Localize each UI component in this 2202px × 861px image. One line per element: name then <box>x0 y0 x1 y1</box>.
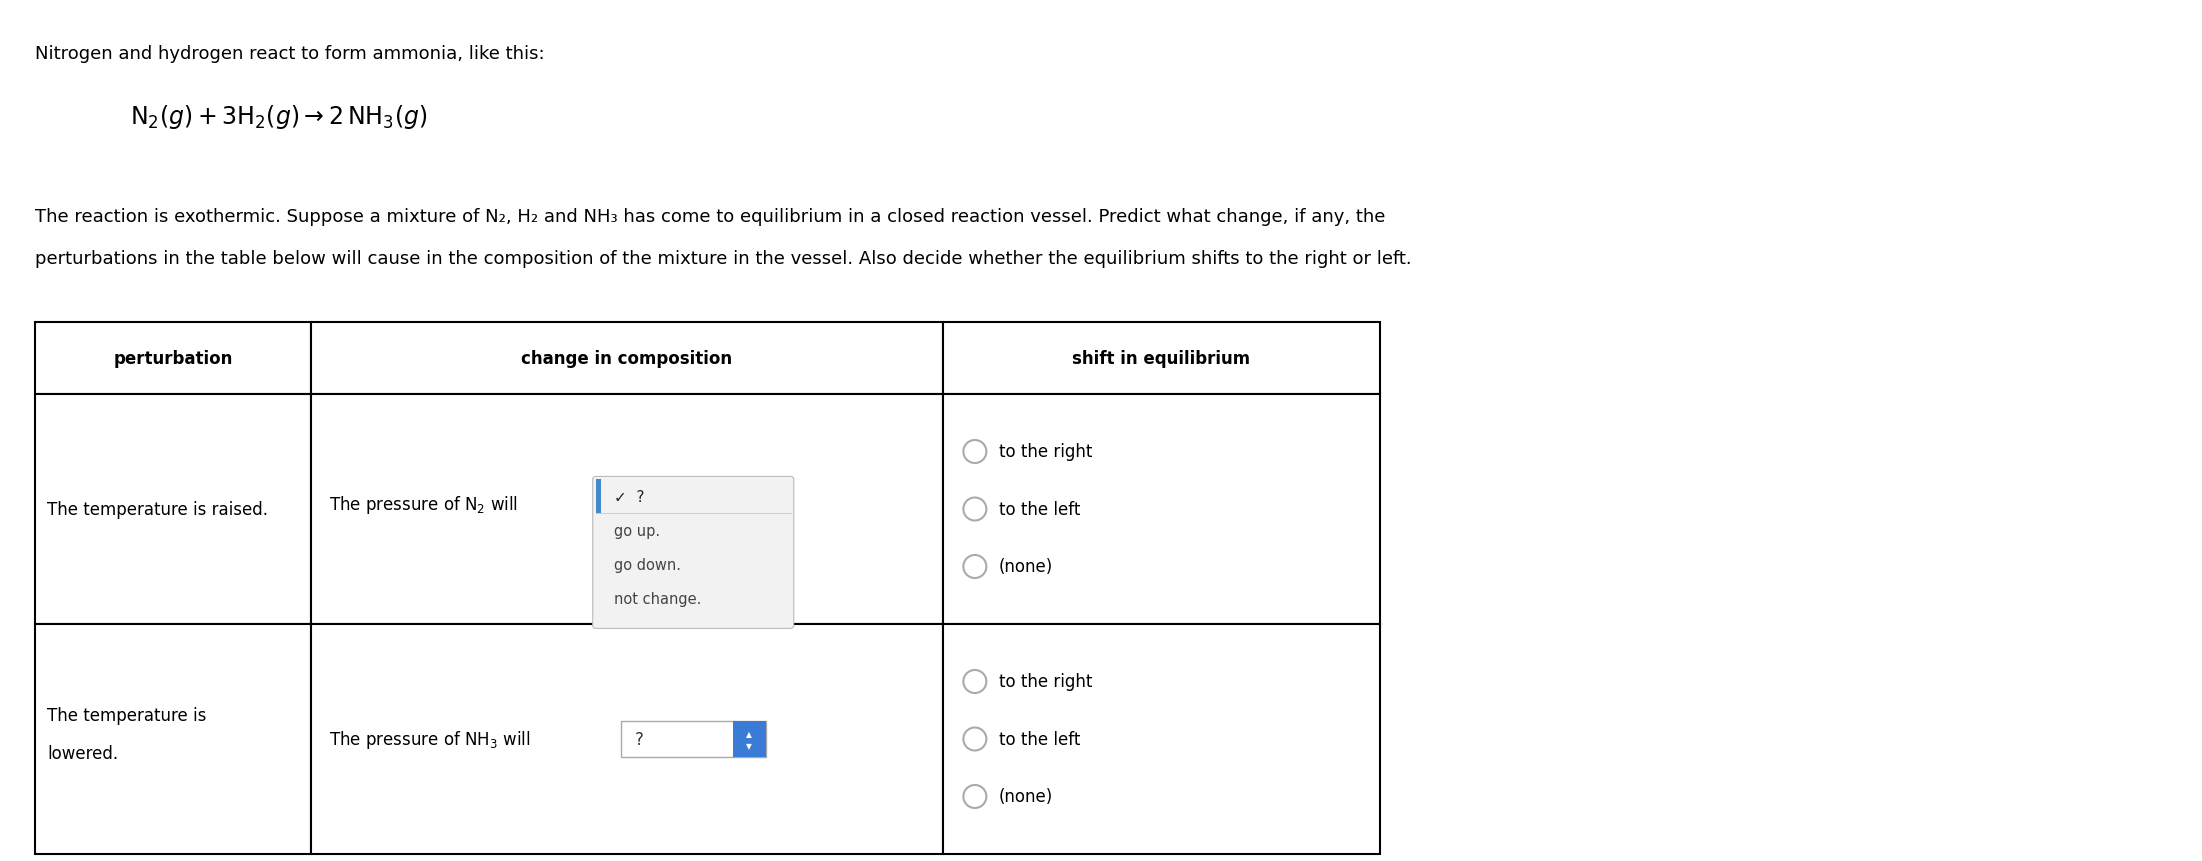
Text: go up.: go up. <box>614 523 661 538</box>
Text: $\mathrm{N_2}(\mathit{g})+3\mathrm{H_2}(\mathit{g}) \rightarrow 2\,\mathrm{NH_3}: $\mathrm{N_2}(\mathit{g})+3\mathrm{H_2}(… <box>130 102 427 131</box>
Text: not change.: not change. <box>614 592 700 606</box>
Text: go down.: go down. <box>614 557 680 573</box>
Text: perturbations in the table below will cause in the composition of the mixture in: perturbations in the table below will ca… <box>35 250 1411 268</box>
Text: shift in equilibrium: shift in equilibrium <box>1072 350 1251 368</box>
Text: ?: ? <box>634 730 643 748</box>
Bar <box>310 624 942 854</box>
Text: The pressure of $\mathrm{N_2}$ will: The pressure of $\mathrm{N_2}$ will <box>328 494 517 516</box>
Text: The temperature is: The temperature is <box>46 706 207 724</box>
Text: The reaction is exothermic. Suppose a mixture of N₂, H₂ and NH₃ has come to equi: The reaction is exothermic. Suppose a mi… <box>35 208 1385 226</box>
Text: (none): (none) <box>1000 558 1053 576</box>
Bar <box>942 323 1381 394</box>
Bar <box>35 323 310 394</box>
Text: Nitrogen and hydrogen react to form ammonia, like this:: Nitrogen and hydrogen react to form ammo… <box>35 45 544 63</box>
Text: change in composition: change in composition <box>522 350 733 368</box>
Bar <box>733 722 766 757</box>
Text: to the left: to the left <box>1000 500 1081 518</box>
Bar <box>35 394 310 624</box>
Text: perturbation: perturbation <box>112 350 233 368</box>
Bar <box>621 722 766 757</box>
Text: ▼: ▼ <box>746 741 753 751</box>
Bar <box>310 394 942 624</box>
Text: lowered.: lowered. <box>46 744 119 762</box>
FancyBboxPatch shape <box>592 477 793 629</box>
Text: to the left: to the left <box>1000 730 1081 748</box>
Text: The temperature is raised.: The temperature is raised. <box>46 500 269 518</box>
Text: to the right: to the right <box>1000 443 1092 461</box>
Bar <box>597 480 791 514</box>
Bar <box>310 323 942 394</box>
Text: ✓  ?: ✓ ? <box>614 489 645 505</box>
Bar <box>942 394 1381 624</box>
Bar <box>35 624 310 854</box>
Bar <box>597 480 601 514</box>
Text: to the right: to the right <box>1000 672 1092 691</box>
Text: (none): (none) <box>1000 788 1053 806</box>
Text: ▲: ▲ <box>746 729 753 739</box>
Text: The pressure of $\mathrm{NH_3}$ will: The pressure of $\mathrm{NH_3}$ will <box>328 728 531 750</box>
Bar <box>942 624 1381 854</box>
